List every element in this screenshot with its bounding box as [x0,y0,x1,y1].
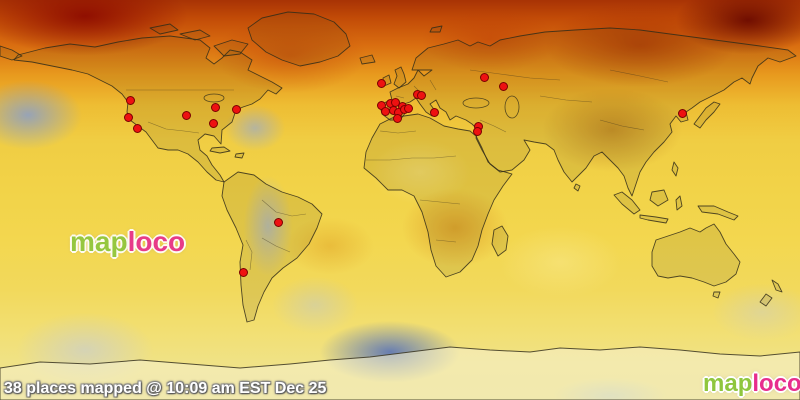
baffin-island-outline [213,39,249,57]
cuba-outline [209,146,231,154]
great-britain-outline [393,66,407,89]
japan-outline [693,101,721,129]
africa-outline [363,113,513,278]
logo-map-text: map [703,370,753,397]
place-marker [677,108,687,118]
place-marker [181,110,191,120]
place-marker [392,113,402,123]
great-lakes-outline [203,93,225,103]
victoria-island-outline [179,29,211,41]
black-sea-outline [462,97,490,109]
place-marker [273,217,283,227]
status-bar: 38 places mapped @ 10:09 am EST Dec 25 [4,380,326,398]
new-zealand-north-outline [771,279,783,293]
java-outline [639,214,669,224]
greenland-outline [247,11,351,67]
caspian-sea-outline [504,95,520,119]
place-marker [429,107,439,117]
maploco-watermark-logo: maploco [70,226,185,258]
eurasia-outline [379,27,797,197]
new-zealand-south-outline [759,293,773,307]
place-marker [231,104,241,114]
sumatra-outline [613,191,641,215]
iceland-outline [359,54,376,65]
country-borders [126,69,669,271]
svalbard-outline [429,25,443,33]
logo-loco-text: loco [127,226,186,257]
new-guinea-outline [697,205,739,221]
place-marker [210,102,220,112]
borneo-outline [649,189,669,207]
logo-map-text: map [70,226,128,257]
tasmania-outline [712,291,721,299]
place-marker [123,112,133,122]
place-marker [376,78,386,88]
sulawesi-outline [675,195,683,211]
madagascar-outline [491,225,509,257]
place-marker [498,81,508,91]
philippines-outline [671,161,679,177]
arctic-island-outline [149,23,179,35]
antarctica-outline [0,346,800,400]
place-marker [472,126,482,136]
place-marker [416,90,426,100]
place-marker [208,118,218,128]
sri-lanka-outline [573,183,581,192]
places-mapped-text: 38 places mapped @ 10:09 am EST Dec 25 [4,380,327,397]
place-marker [479,72,489,82]
hispaniola-outline [234,152,245,159]
logo-loco-text: loco [752,370,800,397]
south-america-outline [221,171,323,323]
place-marker [132,123,142,133]
place-marker [403,103,413,113]
maploco-brand-logo[interactable]: maploco [703,370,800,398]
australia-outline [651,223,741,287]
place-marker [238,267,248,277]
place-marker [125,95,135,105]
chukotka-sliver-outline [0,45,23,61]
